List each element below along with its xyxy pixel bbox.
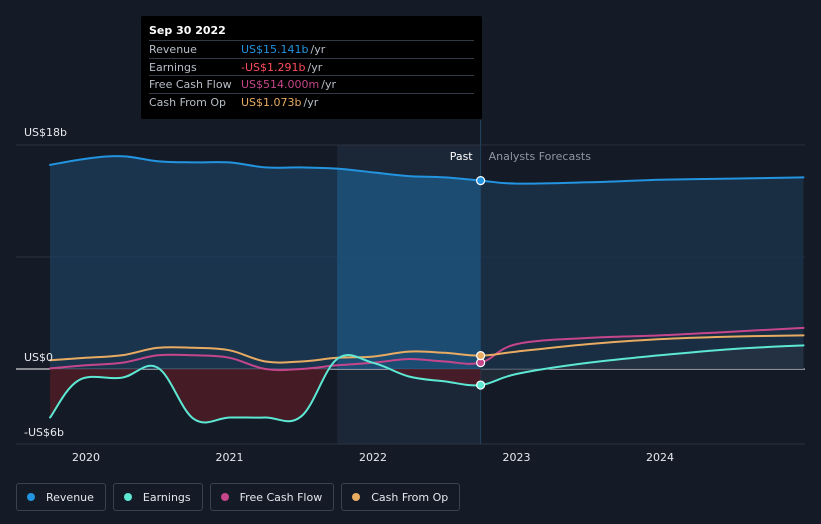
tooltip-row-earnings: Earnings -US$1.291b /yr xyxy=(149,57,474,76)
legend-item-earnings[interactable]: Earnings xyxy=(112,483,203,511)
cash-from-op-dot-icon xyxy=(352,493,361,501)
tooltip-value: US$514.000m xyxy=(241,78,320,91)
earnings-forecast-area xyxy=(480,345,804,386)
tooltip: Sep 30 2022 Revenue US$15.141b /yr Earni… xyxy=(141,16,482,119)
cfo-marker xyxy=(476,351,486,361)
tooltip-value: US$15.141b xyxy=(241,43,309,56)
revenue-marker xyxy=(476,175,486,186)
legend-label: Revenue xyxy=(46,490,94,504)
tooltip-row-revenue: Revenue US$15.141b /yr xyxy=(149,40,474,58)
tooltip-value: -US$1.291b xyxy=(241,60,306,74)
tooltip-unit: /yr xyxy=(307,60,323,74)
tooltip-value: US$1.073b xyxy=(241,95,302,109)
earnings-line xyxy=(49,344,805,424)
legend-item-cash-from-op[interactable]: Cash From Op xyxy=(341,483,461,511)
past-label: Past xyxy=(450,150,474,163)
x-tick-label: 2021 xyxy=(216,451,244,464)
x-tick-label: 2023 xyxy=(503,451,531,464)
tooltip-unit: /yr xyxy=(303,95,319,109)
revenue-line xyxy=(49,155,805,185)
legend-label: Cash From Op xyxy=(371,490,449,504)
x-tick-label: 2020 xyxy=(72,451,100,464)
tooltip-row-free-cash-flow: Free Cash Flow US$514.000m /yr xyxy=(149,75,474,93)
legend-label: Earnings xyxy=(142,490,191,504)
tooltip-label: Free Cash Flow xyxy=(149,78,232,91)
legend-item-revenue[interactable]: Revenue xyxy=(16,483,106,511)
revenue-dot-icon xyxy=(27,493,35,501)
y-tick-label: US$0 xyxy=(24,351,53,364)
legend-item-free-cash-flow[interactable]: Free Cash Flow xyxy=(209,483,335,511)
y-tick-label: US$18b xyxy=(24,126,67,139)
tooltip-label: Cash From Op xyxy=(149,95,227,109)
fcf-line xyxy=(49,326,805,372)
y-tick-label: -US$6b xyxy=(24,426,64,439)
tooltip-unit: /yr xyxy=(321,78,336,91)
tooltip-row-cash-from-op: Cash From Op US$1.073b /yr xyxy=(149,92,474,111)
earnings-dot-icon xyxy=(123,493,132,501)
tooltip-unit: /yr xyxy=(310,43,326,56)
revenue-area-highlight xyxy=(337,168,481,369)
tooltip-label: Earnings xyxy=(149,60,197,74)
x-tick-label: 2024 xyxy=(646,451,674,464)
earnings-negative-area xyxy=(50,369,481,423)
forecast-label: Analysts Forecasts xyxy=(489,150,592,163)
tooltip-date: Sep 30 2022 xyxy=(149,24,226,37)
cfo-line xyxy=(49,334,805,364)
legend: Revenue Earnings Free Cash Flow Cash Fro… xyxy=(16,483,461,511)
earnings-marker xyxy=(476,380,486,390)
tooltip-label: Revenue xyxy=(149,43,197,56)
free-cash-flow-dot-icon xyxy=(220,493,229,501)
legend-label: Free Cash Flow xyxy=(239,490,323,504)
x-tick-label: 2022 xyxy=(359,451,387,464)
